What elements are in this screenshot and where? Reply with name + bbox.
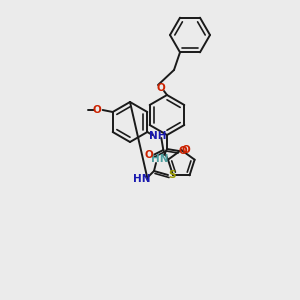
Text: O: O: [145, 150, 154, 160]
Text: O: O: [92, 105, 101, 115]
Text: HN: HN: [133, 174, 151, 184]
Text: O: O: [157, 83, 165, 93]
Text: HN: HN: [151, 154, 169, 164]
Text: O: O: [178, 146, 188, 156]
Text: S: S: [168, 170, 176, 180]
Text: NH: NH: [148, 131, 166, 141]
Text: O: O: [182, 145, 191, 155]
